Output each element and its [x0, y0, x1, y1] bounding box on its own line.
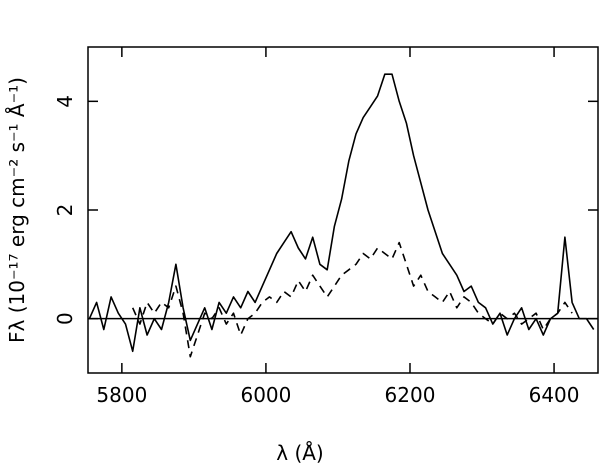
x-tick-label: 6400 — [529, 383, 580, 407]
series-line — [131, 241, 573, 358]
x-tick-label: 6000 — [240, 383, 291, 407]
series-line — [88, 73, 595, 353]
x-tick-label: 5800 — [96, 383, 147, 407]
y-tick-label: 2 — [53, 204, 77, 217]
y-tick-label: 4 — [53, 95, 77, 108]
x-axis-label: λ (Å) — [276, 441, 323, 465]
y-axis-label: Fλ (10⁻¹⁷ erg cm⁻² s⁻¹ Å⁻¹) — [5, 77, 29, 343]
x-tick-label: 6200 — [385, 383, 436, 407]
y-tick-label: 0 — [53, 312, 77, 325]
